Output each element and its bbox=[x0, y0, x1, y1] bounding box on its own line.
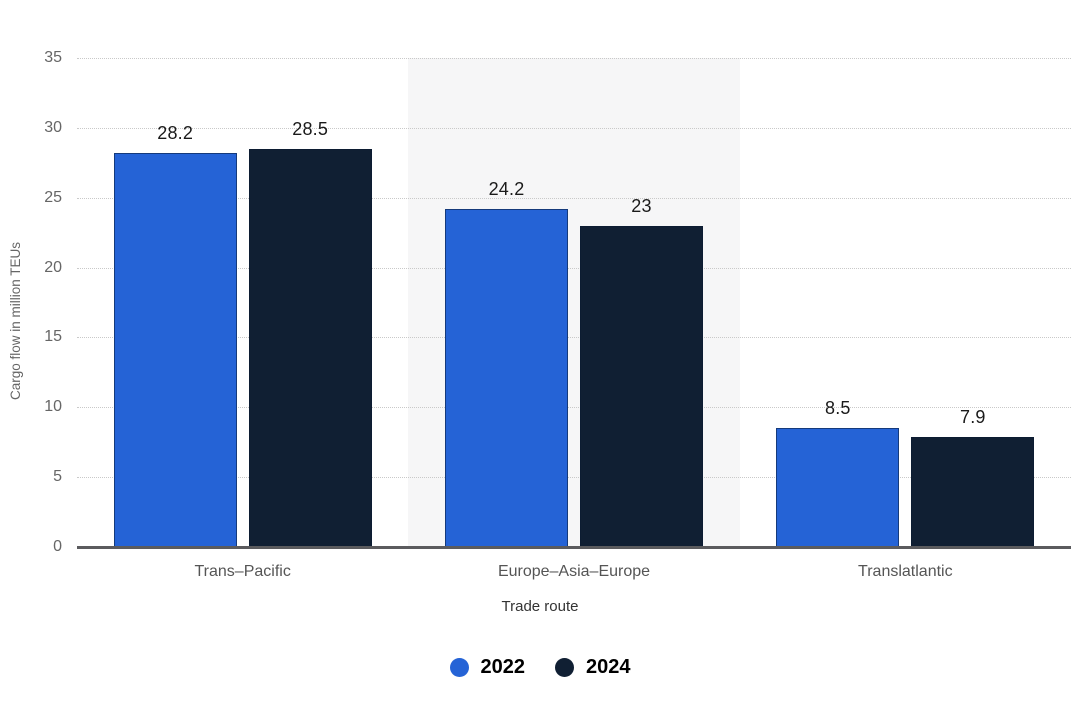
bar-value-2022-trans-pacific: 28.2 bbox=[157, 123, 194, 143]
legend-label-2022: 2022 bbox=[480, 656, 526, 678]
legend-label-2024: 2024 bbox=[586, 656, 631, 678]
y-tick-label-25: 25 bbox=[44, 188, 62, 206]
legend-item-2022[interactable]: 2022 bbox=[449, 656, 526, 679]
gridline-20 bbox=[77, 267, 1071, 269]
bar-2022-translatlantic[interactable] bbox=[776, 428, 900, 547]
bar-value-2024-europe-asia-europe: 23 bbox=[631, 195, 652, 216]
legend-marker-2022 bbox=[449, 658, 469, 677]
y-tick-label-15: 15 bbox=[44, 328, 62, 346]
x-axis-line bbox=[77, 546, 1071, 549]
x-category-label-europe-asia-europe: Europe–Asia–Europe bbox=[497, 563, 651, 580]
gridline-35 bbox=[77, 58, 1071, 59]
bar-value-2024-translatlantic: 7.9 bbox=[960, 406, 986, 427]
bar-2024-trans-pacific[interactable] bbox=[248, 148, 372, 547]
y-tick-label-10: 10 bbox=[44, 398, 62, 416]
y-tick-label-5: 5 bbox=[53, 468, 62, 486]
bar-value-2022-translatlantic: 8.5 bbox=[825, 398, 851, 419]
gridline-10 bbox=[77, 407, 1071, 409]
bar-2022-europe-asia-europe[interactable] bbox=[445, 208, 568, 547]
bar-2022-trans-pacific[interactable] bbox=[113, 153, 237, 547]
x-category-label-trans-pacific: Trans–Pacific bbox=[194, 563, 291, 580]
gridline-30 bbox=[77, 127, 1071, 129]
bar-value-2024-trans-pacific: 28.5 bbox=[292, 118, 329, 139]
x-category-label-translatlantic: Translatlantic bbox=[858, 563, 953, 580]
bar-2024-europe-asia-europe[interactable] bbox=[580, 225, 703, 547]
gridline-5 bbox=[77, 477, 1071, 479]
gridline-25 bbox=[77, 197, 1071, 199]
y-tick-label-30: 30 bbox=[44, 118, 62, 136]
bar-2024-translatlantic[interactable] bbox=[911, 436, 1035, 547]
legend-item-2024[interactable]: 2024 bbox=[555, 656, 631, 679]
legend: 2022 2024 bbox=[0, 656, 1080, 679]
legend-marker-2024 bbox=[555, 658, 574, 677]
bar-value-2022-europe-asia-europe: 24.2 bbox=[488, 178, 525, 199]
y-tick-label-20: 20 bbox=[44, 258, 62, 276]
x-axis-title: Trade route bbox=[501, 598, 579, 615]
gridline-15 bbox=[77, 337, 1071, 339]
y-tick-label-0: 0 bbox=[53, 538, 62, 555]
y-tick-label-35: 35 bbox=[44, 49, 62, 66]
